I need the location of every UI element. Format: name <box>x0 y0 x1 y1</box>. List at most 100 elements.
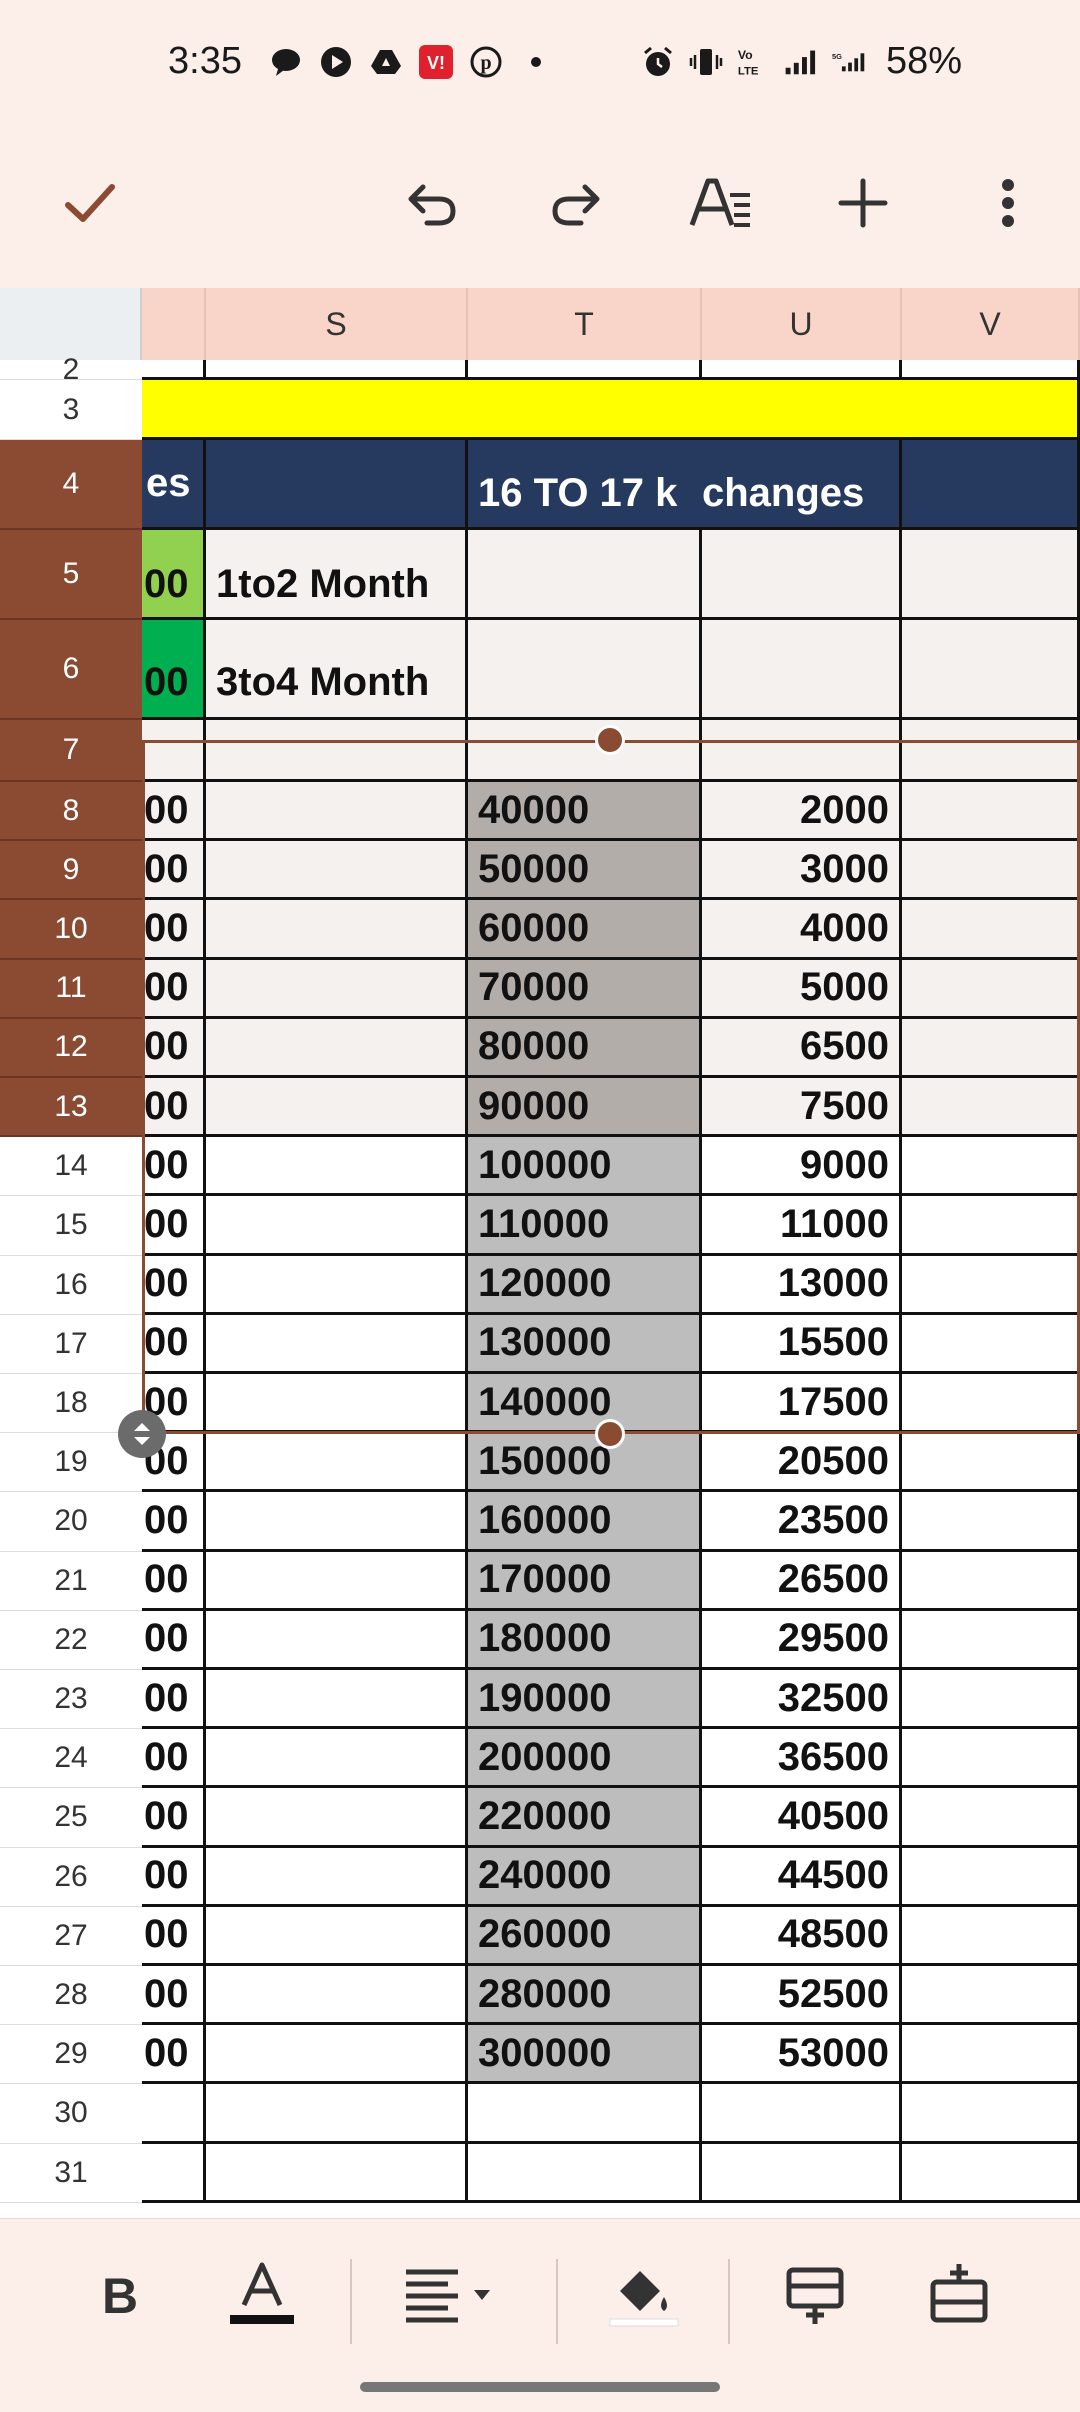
selection-bottom-handle[interactable] <box>595 1419 625 1449</box>
cell-v24[interactable] <box>902 1729 1080 1789</box>
cell-s28[interactable] <box>206 1966 468 2026</box>
cell-s26[interactable] <box>206 1847 468 1907</box>
gesture-navigation-bar[interactable] <box>360 2382 720 2392</box>
row-header[interactable]: 2 <box>0 353 142 386</box>
row-header[interactable]: 4 <box>0 440 142 530</box>
cell-u11[interactable]: 5000 <box>702 959 902 1019</box>
cell-s29[interactable] <box>206 2025 468 2085</box>
cell-s11[interactable] <box>206 959 468 1019</box>
cell-u2[interactable] <box>702 360 902 380</box>
cell-v16[interactable] <box>902 1255 1080 1315</box>
row-header[interactable]: 17 <box>0 1314 142 1374</box>
cell-r24[interactable]: 00 <box>142 1729 206 1789</box>
cell-t21[interactable]: 170000 <box>468 1551 702 1611</box>
cell-u14[interactable]: 9000 <box>702 1137 902 1197</box>
cell-r27[interactable]: 00 <box>142 1906 206 1966</box>
row-header[interactable]: 10 <box>0 900 142 960</box>
cell-r28[interactable]: 00 <box>142 1966 206 2026</box>
cell-r7[interactable] <box>142 720 206 782</box>
cell-t6[interactable] <box>468 620 702 720</box>
cell-s19[interactable] <box>206 1433 468 1493</box>
row-header[interactable]: 31 <box>0 2143 142 2203</box>
cell-v31[interactable] <box>902 2143 1080 2203</box>
cell-r12[interactable]: 00 <box>142 1018 206 1078</box>
column-header-u[interactable]: U <box>702 288 902 360</box>
undo-button[interactable] <box>383 153 483 253</box>
row-header[interactable]: 13 <box>0 1078 142 1138</box>
row-header[interactable]: 16 <box>0 1255 142 1315</box>
cell-u19[interactable]: 20500 <box>702 1433 902 1493</box>
column-header-v[interactable]: V <box>902 288 1080 360</box>
cell-t22[interactable]: 180000 <box>468 1610 702 1670</box>
cell-u22[interactable]: 29500 <box>702 1610 902 1670</box>
row-header[interactable]: 27 <box>0 1906 142 1966</box>
cell-t14[interactable]: 100000 <box>468 1137 702 1197</box>
cell-v11[interactable] <box>902 959 1080 1019</box>
cell-s21[interactable] <box>206 1551 468 1611</box>
cell-s9[interactable] <box>206 841 468 901</box>
cell-r23[interactable]: 00 <box>142 1670 206 1730</box>
cell-u21[interactable]: 26500 <box>702 1551 902 1611</box>
row-header[interactable]: 3 <box>0 380 142 440</box>
cell-v19[interactable] <box>902 1433 1080 1493</box>
cell-s6[interactable]: 3to4 Month <box>206 620 468 720</box>
cell-v26[interactable] <box>902 1847 1080 1907</box>
cell-s23[interactable] <box>206 1670 468 1730</box>
fill-color-button[interactable] <box>606 2249 682 2339</box>
cell-s10[interactable] <box>206 900 468 960</box>
cell-t19[interactable]: 150000 <box>468 1433 702 1493</box>
cell-t31[interactable] <box>468 2143 702 2203</box>
cell-r6[interactable]: 00 <box>142 620 206 720</box>
row3-yellow-band[interactable] <box>142 380 1080 440</box>
cell-u5[interactable] <box>702 530 902 620</box>
cell-v28[interactable] <box>902 1966 1080 2026</box>
cell-r5[interactable]: 00 <box>142 530 206 620</box>
row-header[interactable]: 24 <box>0 1729 142 1789</box>
cell-s27[interactable] <box>206 1906 468 1966</box>
cell-u20[interactable]: 23500 <box>702 1492 902 1552</box>
cell-u8[interactable]: 2000 <box>702 782 902 842</box>
cell-v13[interactable] <box>902 1078 1080 1138</box>
cell-u27[interactable]: 48500 <box>702 1906 902 1966</box>
cell-s12[interactable] <box>206 1018 468 1078</box>
cell-t5[interactable] <box>468 530 702 620</box>
cell-v30[interactable] <box>902 2084 1080 2144</box>
cell-r21[interactable]: 00 <box>142 1551 206 1611</box>
cell-u12[interactable]: 6500 <box>702 1018 902 1078</box>
row-header[interactable]: 5 <box>0 530 142 620</box>
cell-r14[interactable]: 00 <box>142 1137 206 1197</box>
cell-v9[interactable] <box>902 841 1080 901</box>
cell-u26[interactable]: 44500 <box>702 1847 902 1907</box>
cell-u13[interactable]: 7500 <box>702 1078 902 1138</box>
cell-t28[interactable]: 280000 <box>468 1966 702 2026</box>
cell-t25[interactable]: 220000 <box>468 1788 702 1848</box>
cell-s15[interactable] <box>206 1196 468 1256</box>
cell-t26[interactable]: 240000 <box>468 1847 702 1907</box>
cell-v15[interactable] <box>902 1196 1080 1256</box>
cell-r25[interactable]: 00 <box>142 1788 206 1848</box>
cell-v29[interactable] <box>902 2025 1080 2085</box>
selection-top-handle[interactable] <box>595 725 625 755</box>
header-cell-t4[interactable]: 16 TO 17 k <box>468 440 702 530</box>
cell-t27[interactable]: 260000 <box>468 1906 702 1966</box>
cell-s5[interactable]: 1to2 Month <box>206 530 468 620</box>
cell-u17[interactable]: 15500 <box>702 1314 902 1374</box>
row-header[interactable]: 8 <box>0 782 142 842</box>
cell-t7[interactable] <box>468 720 702 782</box>
cell-t23[interactable]: 190000 <box>468 1670 702 1730</box>
cell-s25[interactable] <box>206 1788 468 1848</box>
column-header-r[interactable] <box>142 288 206 360</box>
cell-v27[interactable] <box>902 1906 1080 1966</box>
cell-t29[interactable]: 300000 <box>468 2025 702 2085</box>
row-header[interactable]: 23 <box>0 1670 142 1730</box>
cell-v20[interactable] <box>902 1492 1080 1552</box>
cell-t2[interactable] <box>468 360 702 380</box>
cell-t20[interactable]: 160000 <box>468 1492 702 1552</box>
cell-t15[interactable]: 110000 <box>468 1196 702 1256</box>
row-header[interactable]: 20 <box>0 1492 142 1552</box>
row-header[interactable]: 30 <box>0 2084 142 2144</box>
cell-r20[interactable]: 00 <box>142 1492 206 1552</box>
column-header-s[interactable]: S <box>206 288 468 360</box>
cell-r11[interactable]: 00 <box>142 959 206 1019</box>
cell-r22[interactable]: 00 <box>142 1610 206 1670</box>
